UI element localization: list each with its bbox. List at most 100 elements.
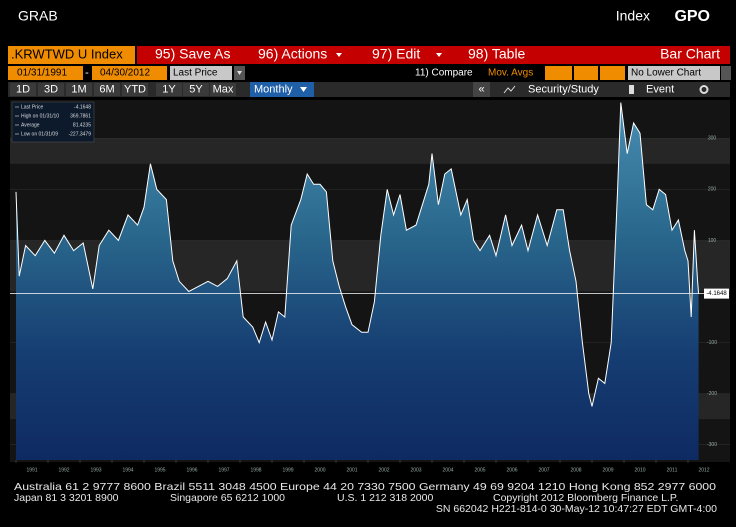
- x-tick-label: 2006: [506, 467, 517, 473]
- range-button[interactable]: [210, 83, 236, 96]
- x-tick-label: 2012: [698, 467, 709, 473]
- x-tick-label: 1995: [154, 467, 165, 473]
- range-label[interactable]: 5Y: [189, 83, 203, 95]
- period[interactable]: Monthly: [254, 83, 293, 95]
- field[interactable]: Last Price: [173, 68, 218, 79]
- x-tick-label: 2000: [314, 467, 325, 473]
- stat-value: -4.1648: [74, 104, 91, 110]
- plot: -4.1648 -300 -200 -100 100 200 300 1991 1992 1993…: [10, 102, 730, 473]
- start-date[interactable]: 01/31/1991: [17, 68, 67, 79]
- x-tick-label: 1999: [282, 467, 293, 473]
- field-box[interactable]: [170, 66, 232, 80]
- start-date-field[interactable]: [8, 66, 83, 80]
- x-tick-label: 2005: [474, 467, 485, 473]
- range-label[interactable]: 1M: [71, 83, 86, 95]
- y-tick-label: 100: [708, 238, 717, 244]
- mov-avg-field[interactable]: [600, 66, 625, 80]
- study-icon: [503, 85, 516, 94]
- x-tick-label: 2008: [570, 467, 581, 473]
- menu-actions[interactable]: 96) Actions: [258, 46, 327, 62]
- period-box[interactable]: [250, 82, 314, 97]
- range-label[interactable]: 6M: [99, 83, 114, 95]
- function-code: GPO: [674, 8, 710, 25]
- stat-value: 81.4235: [73, 122, 91, 128]
- range-button[interactable]: [10, 83, 36, 96]
- stat-value: 369.7861: [70, 113, 91, 119]
- y-tick-label: 300: [708, 136, 717, 142]
- range-button[interactable]: [94, 83, 120, 96]
- range-buttons: 1D 3D 1M 6M YTD 1Y 5Y Max: [10, 83, 236, 96]
- x-tick-label: 2011: [667, 467, 678, 473]
- x-tick-label: 2003: [410, 467, 421, 473]
- stat-label: Low on 01/31/09: [21, 131, 58, 137]
- dropdown-arrow: [436, 53, 442, 57]
- menu-save[interactable]: 95) Save As: [155, 46, 231, 62]
- end-date[interactable]: 04/30/2012: [100, 68, 150, 79]
- range-button[interactable]: [38, 83, 64, 96]
- date-separator: -: [85, 67, 89, 79]
- x-tick-label: 2007: [538, 467, 549, 473]
- y-tick-label: 200: [708, 187, 717, 193]
- stats-box: [11, 101, 95, 143]
- market-sector: Index: [616, 8, 650, 24]
- range-button[interactable]: [183, 83, 209, 96]
- band: [10, 138, 730, 164]
- end-date-field[interactable]: [92, 66, 167, 80]
- mov-avgs[interactable]: Mov. Avgs: [488, 68, 533, 79]
- last-price-label: -4.1648: [706, 291, 727, 297]
- range-button[interactable]: [66, 83, 92, 96]
- y-tick-label: -100: [707, 340, 717, 346]
- menu-table[interactable]: 98) Table: [468, 46, 526, 62]
- footer-contact: U.S. 1 212 318 2000: [337, 492, 433, 504]
- dropdown-arrow: [237, 71, 242, 75]
- range-label[interactable]: 3D: [44, 83, 58, 95]
- compare[interactable]: 11) Compare: [415, 68, 473, 79]
- lower-chart-box[interactable]: [628, 66, 720, 80]
- lower-chart-dropdown[interactable]: [721, 66, 731, 80]
- x-tick-label: 1997: [218, 467, 229, 473]
- ticker-box[interactable]: [8, 46, 135, 64]
- x-tick-label: 2009: [602, 467, 613, 473]
- mov-avg-field[interactable]: [574, 66, 598, 80]
- y-tick-label: -300: [707, 442, 717, 448]
- study[interactable]: Security/Study: [528, 83, 599, 95]
- x-tick-label: 2004: [442, 467, 453, 473]
- stats: Last Price -4.1648 High on 01/31/10 369.786…: [15, 104, 91, 137]
- range-button[interactable]: [156, 83, 182, 96]
- range-label[interactable]: 1D: [16, 83, 30, 95]
- area: [16, 102, 699, 460]
- x-tick-label: 2001: [346, 467, 357, 473]
- screen-name: GRAB: [18, 8, 58, 24]
- stat-label: Average: [21, 122, 40, 128]
- ticker[interactable]: .KRWTWD U Index: [11, 46, 123, 61]
- lower-chart[interactable]: No Lower Chart: [631, 68, 701, 79]
- footer-contact: Japan 81 3 3201 8900: [14, 492, 119, 504]
- x-tick-label: 1993: [90, 467, 101, 473]
- range-label[interactable]: Max: [213, 83, 234, 95]
- range-label[interactable]: 1Y: [162, 83, 176, 95]
- stat-label: High on 01/31/10: [21, 113, 59, 119]
- footer-contacts: Australia 61 2 9777 8600 Brazil 5511 304…: [14, 481, 716, 493]
- x-tick-label: 1996: [186, 467, 197, 473]
- x-tick-label: 1994: [122, 467, 133, 473]
- stat-label: Last Price: [21, 104, 43, 110]
- event[interactable]: Event: [646, 83, 674, 95]
- range-button[interactable]: [122, 83, 148, 96]
- copyright: Copyright 2012 Bloomberg Finance L.P.: [493, 492, 678, 504]
- chart-type[interactable]: Bar Chart: [660, 46, 720, 62]
- x-tick-label: 2010: [634, 467, 645, 473]
- range-label[interactable]: YTD: [124, 83, 146, 95]
- line: [15, 102, 700, 407]
- last-price-tag: [704, 288, 729, 299]
- x-tick-label: 1991: [26, 467, 37, 473]
- dropdown-arrow: [336, 53, 342, 57]
- footer-contact: Singapore 65 6212 1000: [170, 492, 285, 504]
- x-tick-label: 2002: [378, 467, 389, 473]
- settings-icon[interactable]: [699, 85, 709, 94]
- dropdown-arrow: [300, 87, 307, 92]
- mov-avg-field[interactable]: [545, 66, 572, 80]
- stat-value: -227.3479: [68, 131, 91, 137]
- collapse-button[interactable]: [473, 82, 490, 97]
- menu-edit[interactable]: 97) Edit: [372, 46, 420, 62]
- collapse[interactable]: «: [478, 83, 484, 95]
